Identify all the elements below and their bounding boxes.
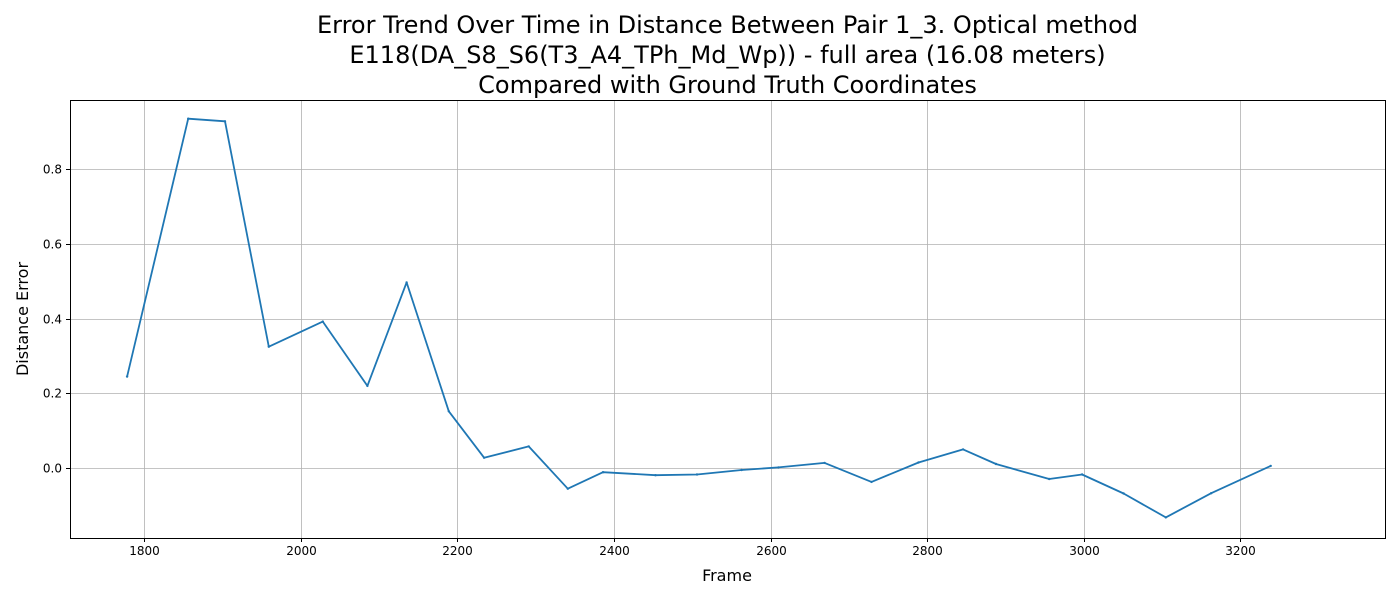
data-point [321, 320, 324, 323]
x-tick-label: 1800 [129, 544, 160, 558]
chart-title: Error Trend Over Time in Distance Betwee… [70, 10, 1385, 100]
chart-title-line-2: E118(DA_S8_S6(T3_A4_TPh_Md_Wp)) - full a… [349, 41, 1106, 69]
data-point [870, 480, 873, 484]
data-point [1269, 464, 1272, 468]
data-point [1164, 516, 1168, 519]
y-tick-label: 0.4 [43, 313, 62, 327]
data-point [1080, 473, 1084, 476]
x-tick-label: 3200 [1225, 544, 1256, 558]
data-point [566, 487, 569, 490]
data-point [777, 466, 780, 469]
data-point [823, 461, 826, 465]
plot-area-frame [70, 100, 1386, 539]
data-point [527, 445, 530, 448]
chart-title-line-1: Error Trend Over Time in Distance Betwee… [316, 11, 1139, 39]
data-point [267, 345, 270, 348]
data-point [1048, 477, 1051, 481]
x-tick-label: 2800 [912, 544, 943, 558]
x-tick-label: 2600 [756, 544, 787, 558]
x-tick-label: 2000 [286, 544, 317, 558]
data-point [1122, 492, 1125, 495]
data-point [366, 384, 369, 388]
data-point [447, 410, 450, 413]
data-point [695, 473, 699, 476]
data-point [740, 468, 743, 472]
data-point [482, 456, 486, 459]
series-layer [125, 117, 1272, 519]
data-point [405, 281, 408, 284]
grid [70, 100, 1385, 538]
ticks: 1800 2000 2200 2400 2600 2800 3000 3200 0.0 0.2 0.… [43, 163, 1256, 559]
chart-title-line-3: Compared with Ground Truth Coordinates [478, 71, 977, 99]
y-tick-label: 0.0 [43, 462, 62, 476]
x-tick-label: 2200 [442, 544, 473, 558]
data-point [994, 462, 998, 466]
data-point [654, 474, 657, 477]
data-point [601, 471, 605, 474]
data-point [125, 375, 129, 378]
data-point [223, 120, 227, 123]
data-point [961, 448, 965, 451]
data-point [917, 461, 920, 464]
series-line-0 [126, 117, 1272, 519]
x-axis-label: Frame [702, 566, 752, 585]
x-tick-label: 3000 [1069, 544, 1100, 558]
data-point [187, 117, 190, 120]
y-axis-label: Distance Error [13, 262, 32, 376]
data-point [1210, 492, 1213, 495]
y-tick-label: 0.2 [43, 387, 62, 401]
x-tick-label: 2400 [599, 544, 630, 558]
y-tick-label: 0.6 [43, 238, 62, 252]
y-tick-label: 0.8 [43, 163, 62, 177]
